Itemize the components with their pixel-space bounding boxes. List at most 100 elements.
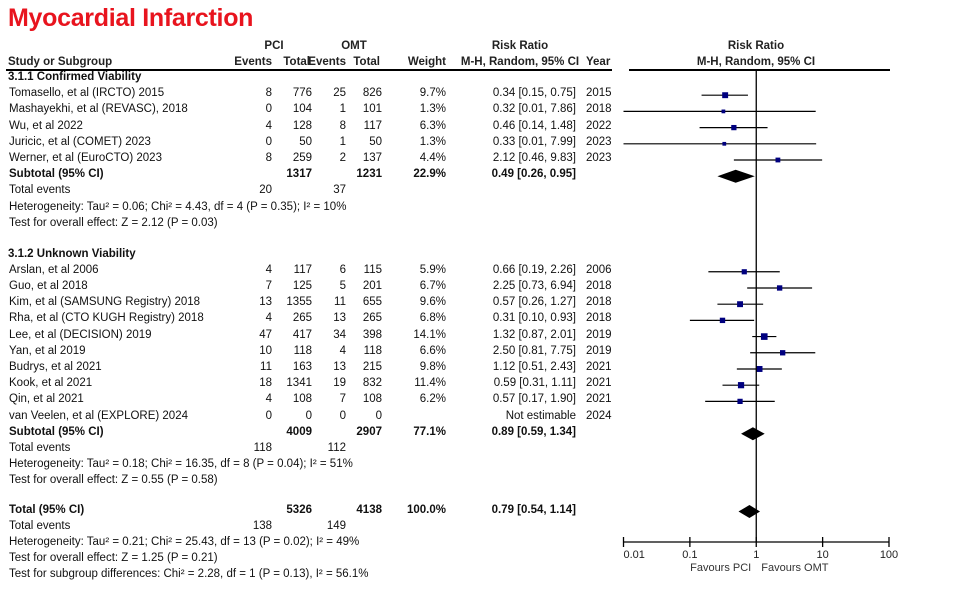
study-point [756,366,763,372]
study-point [741,269,747,275]
header-rule-left [6,69,612,71]
study-point [737,382,745,389]
header-events-2: Events [308,56,346,68]
year: 2015 [586,87,612,100]
year: 2021 [586,393,612,406]
omt-events: 25 [333,87,346,100]
pci-events: 47 [259,328,272,341]
pci-events: 4 [265,263,272,276]
header-total-2: Total [353,56,380,68]
risk-ratio-ci: 2.12 [0.46, 9.83] [492,152,576,164]
pci-events: 0 [265,135,272,148]
study-name: Budrys, et al 2021 [9,360,102,373]
study-point [722,92,729,99]
pci-total: 776 [292,87,312,100]
year: 2023 [586,152,612,164]
overall-total-events-pci: 138 [252,519,272,532]
total-diamond [738,505,761,519]
pci-total: 0 [305,409,312,422]
overall-total-events-label: Total events [9,519,71,532]
omt-total: 398 [362,328,382,341]
omt-events: 34 [333,328,346,341]
risk-ratio-ci: 0.57 [0.26, 1.27] [492,296,576,309]
total-label: Total (95% CI) [9,503,85,516]
pci-total: 108 [292,393,312,406]
weight: 9.6% [419,296,446,309]
year: 2024 [586,409,612,422]
weight: 1.3% [419,103,446,116]
year: 2021 [586,377,612,390]
study-name: Kook, et al 2021 [9,377,93,390]
weight: 5.9% [419,263,446,276]
subtotal-omt-total: 1231 [356,168,382,181]
study-name: Guo, et al 2018 [9,279,88,292]
pci-events: 13 [259,296,272,309]
risk-ratio-ci: 0.46 [0.14, 1.48] [492,119,576,132]
study-name: Rha, et al (CTO KUGH Registry) 2018 [9,312,204,325]
pci-events: 8 [265,152,272,164]
omt-events: 13 [333,360,346,373]
pci-total: 117 [293,263,312,276]
omt-events: 6 [339,263,346,276]
favours-right-label: Favours OMT [761,562,829,574]
subtotal-label: Subtotal (95% CI) [9,168,104,181]
year: 2022 [586,119,612,132]
omt-events: 7 [339,393,346,406]
study-point [737,398,743,404]
omt-total: 215 [362,360,382,373]
total-events-omt: 112 [327,441,346,454]
study-name: Qin, et al 2021 [9,393,84,406]
year: 2023 [586,135,612,148]
risk-ratio-ci: 0.66 [0.19, 2.26] [492,263,576,276]
chart-title: Myocardial Infarction [8,4,254,32]
subtotal-diamond [717,169,755,183]
header-events-1: Events [234,56,272,68]
weight: 6.2% [419,393,446,406]
pci-events: 10 [259,344,272,357]
omt-total: 826 [362,87,382,100]
pci-total: 125 [292,279,312,292]
header-plot-method: M-H, Random, 95% CI [696,56,816,68]
overall-effect-text: Test for overall effect: Z = 0.55 (P = 0… [9,474,218,487]
risk-ratio-ci: 0.31 [0.10, 0.93] [492,312,576,325]
pci-events: 8 [265,87,272,100]
study-point [721,109,726,114]
omt-events: 19 [333,377,346,390]
risk-ratio-ci: Not estimable [505,409,576,422]
omt-total: 118 [363,344,382,357]
omt-total: 832 [362,377,382,390]
subtotal-weight: 22.9% [413,168,446,181]
header-rr-title: Risk Ratio [491,40,549,52]
weight: 6.3% [419,119,446,132]
year: 2018 [586,279,612,292]
overall-heterogeneity-text: Heterogeneity: Tau² = 0.21; Chi² = 25.43… [9,535,360,548]
omt-total: 0 [375,409,382,422]
total-events-pci: 20 [259,184,272,197]
header-study: Study or Subgroup [8,56,113,68]
omt-events: 11 [334,296,346,309]
subtotal-risk-ratio: 0.49 [0.26, 0.95] [491,168,576,181]
study-point [719,317,726,324]
x-tick-label: 100 [880,549,898,561]
subgroup-heading: 3.1.1 Confirmed Viability [8,71,142,83]
pci-total: 50 [299,135,312,148]
weight: 14.1% [413,328,446,341]
subtotal-diamond [741,427,765,441]
pci-events: 11 [260,360,272,373]
study-point [722,141,727,146]
year: 2006 [586,263,612,276]
omt-total: 117 [363,119,382,132]
subgroup-heading: 3.1.2 Unknown Viability [8,247,136,260]
study-name: Wu, et al 2022 [9,119,83,132]
omt-total: 50 [369,135,382,148]
study-name: Kim, et al (SAMSUNG Registry) 2018 [9,296,201,309]
omt-events: 2 [339,152,346,164]
heterogeneity-text: Heterogeneity: Tau² = 0.06; Chi² = 4.43,… [9,200,347,213]
study-name: Lee, et al (DECISION) 2019 [9,328,152,341]
header-rule-right [629,69,890,71]
omt-total: 137 [362,152,382,164]
weight: 4.4% [419,152,446,164]
risk-ratio-ci: 0.32 [0.01, 7.86] [492,103,576,116]
overall-effect-total-text: Test for overall effect: Z = 1.25 (P = 0… [9,552,218,565]
heterogeneity-text: Heterogeneity: Tau² = 0.18; Chi² = 16.35… [9,458,353,471]
